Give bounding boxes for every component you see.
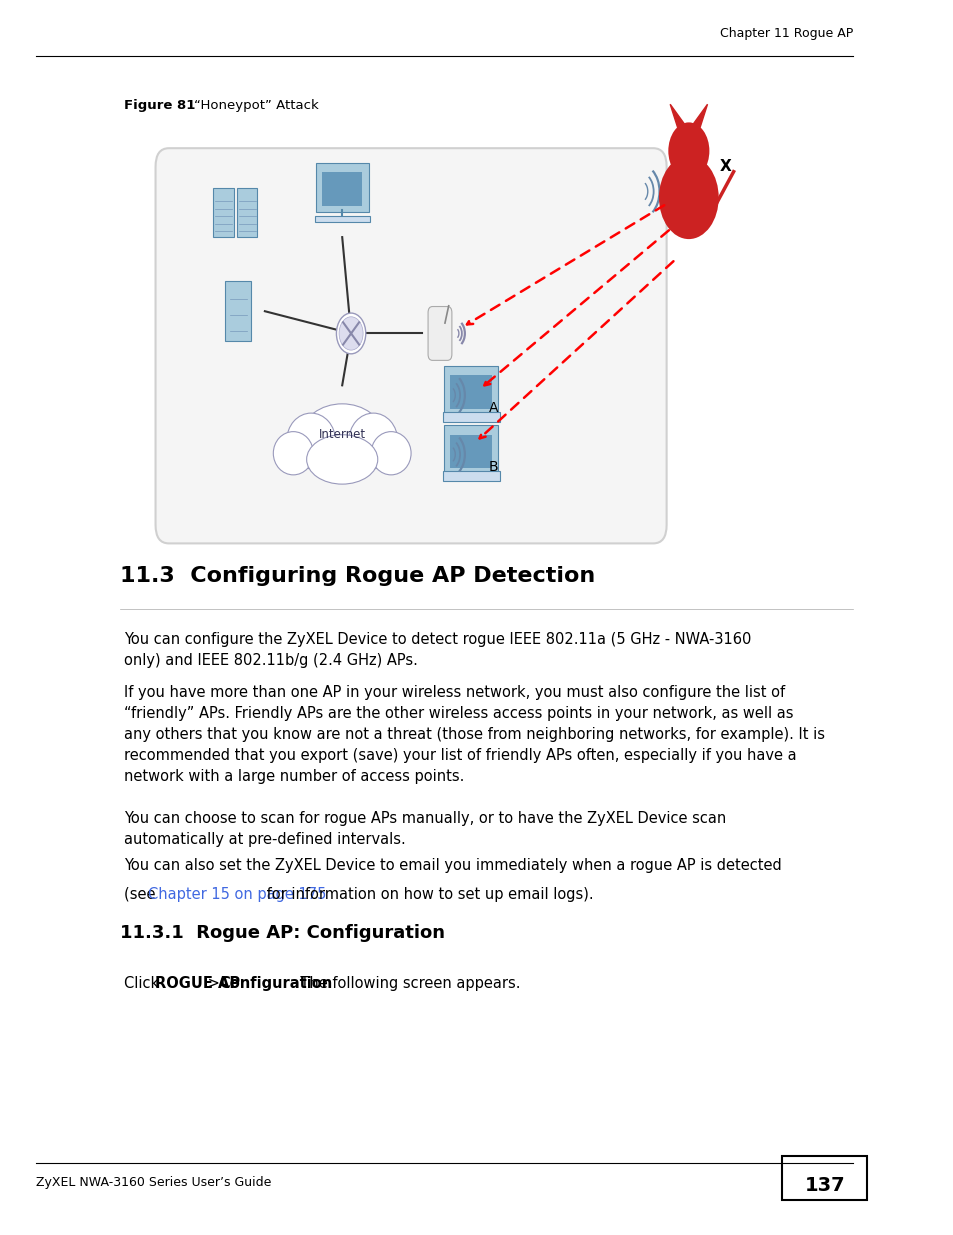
FancyBboxPatch shape xyxy=(442,411,499,421)
Text: If you have more than one AP in your wireless network, you must also configure t: If you have more than one AP in your wir… xyxy=(124,685,824,784)
Text: Click: Click xyxy=(124,976,164,990)
Ellipse shape xyxy=(306,435,377,484)
Text: for information on how to set up email logs).: for information on how to set up email l… xyxy=(261,887,593,902)
FancyBboxPatch shape xyxy=(322,172,362,206)
Text: “Honeypot” Attack: “Honeypot” Attack xyxy=(193,99,318,112)
Ellipse shape xyxy=(273,432,313,474)
Text: Chapter 11 Rogue AP: Chapter 11 Rogue AP xyxy=(720,27,852,41)
Text: (see: (see xyxy=(124,887,160,902)
FancyBboxPatch shape xyxy=(314,216,369,222)
Text: You can choose to scan for rogue APs manually, or to have the ZyXEL Device scan
: You can choose to scan for rogue APs man… xyxy=(124,811,726,847)
Text: A: A xyxy=(488,400,497,415)
Text: Internet: Internet xyxy=(318,429,365,441)
Ellipse shape xyxy=(371,432,411,474)
Text: 137: 137 xyxy=(803,1176,844,1194)
Ellipse shape xyxy=(286,412,335,469)
Circle shape xyxy=(338,317,363,351)
FancyBboxPatch shape xyxy=(428,306,452,361)
FancyBboxPatch shape xyxy=(442,471,499,480)
Text: >: > xyxy=(203,976,225,990)
FancyBboxPatch shape xyxy=(781,1156,865,1200)
Circle shape xyxy=(659,156,718,240)
FancyBboxPatch shape xyxy=(236,188,257,237)
FancyBboxPatch shape xyxy=(449,435,492,468)
Text: X: X xyxy=(720,159,731,174)
FancyBboxPatch shape xyxy=(213,188,233,237)
Text: ZyXEL NWA-3160 Series User’s Guide: ZyXEL NWA-3160 Series User’s Guide xyxy=(35,1176,271,1189)
FancyBboxPatch shape xyxy=(225,282,251,341)
Ellipse shape xyxy=(349,412,397,469)
FancyBboxPatch shape xyxy=(155,148,666,543)
Polygon shape xyxy=(670,104,684,127)
Polygon shape xyxy=(692,104,707,127)
Text: You can also set the ZyXEL Device to email you immediately when a rogue AP is de: You can also set the ZyXEL Device to ema… xyxy=(124,858,781,873)
Circle shape xyxy=(336,314,365,354)
Text: You can configure the ZyXEL Device to detect rogue IEEE 802.11a (5 GHz - NWA-316: You can configure the ZyXEL Device to de… xyxy=(124,632,751,668)
Text: . The following screen appears.: . The following screen appears. xyxy=(291,976,519,990)
Text: ROGUE AP: ROGUE AP xyxy=(154,976,240,990)
Text: Configuration: Configuration xyxy=(219,976,332,990)
FancyBboxPatch shape xyxy=(443,425,497,473)
Circle shape xyxy=(668,122,709,179)
Text: B: B xyxy=(488,459,498,474)
Text: 11.3.1  Rogue AP: Configuration: 11.3.1 Rogue AP: Configuration xyxy=(120,924,444,942)
Text: Chapter 15 on page 175: Chapter 15 on page 175 xyxy=(149,887,327,902)
Text: Figure 81: Figure 81 xyxy=(124,99,195,112)
FancyBboxPatch shape xyxy=(443,366,497,414)
FancyBboxPatch shape xyxy=(449,375,492,409)
Ellipse shape xyxy=(302,404,382,466)
FancyBboxPatch shape xyxy=(315,163,369,212)
Text: 11.3  Configuring Rogue AP Detection: 11.3 Configuring Rogue AP Detection xyxy=(120,566,595,585)
